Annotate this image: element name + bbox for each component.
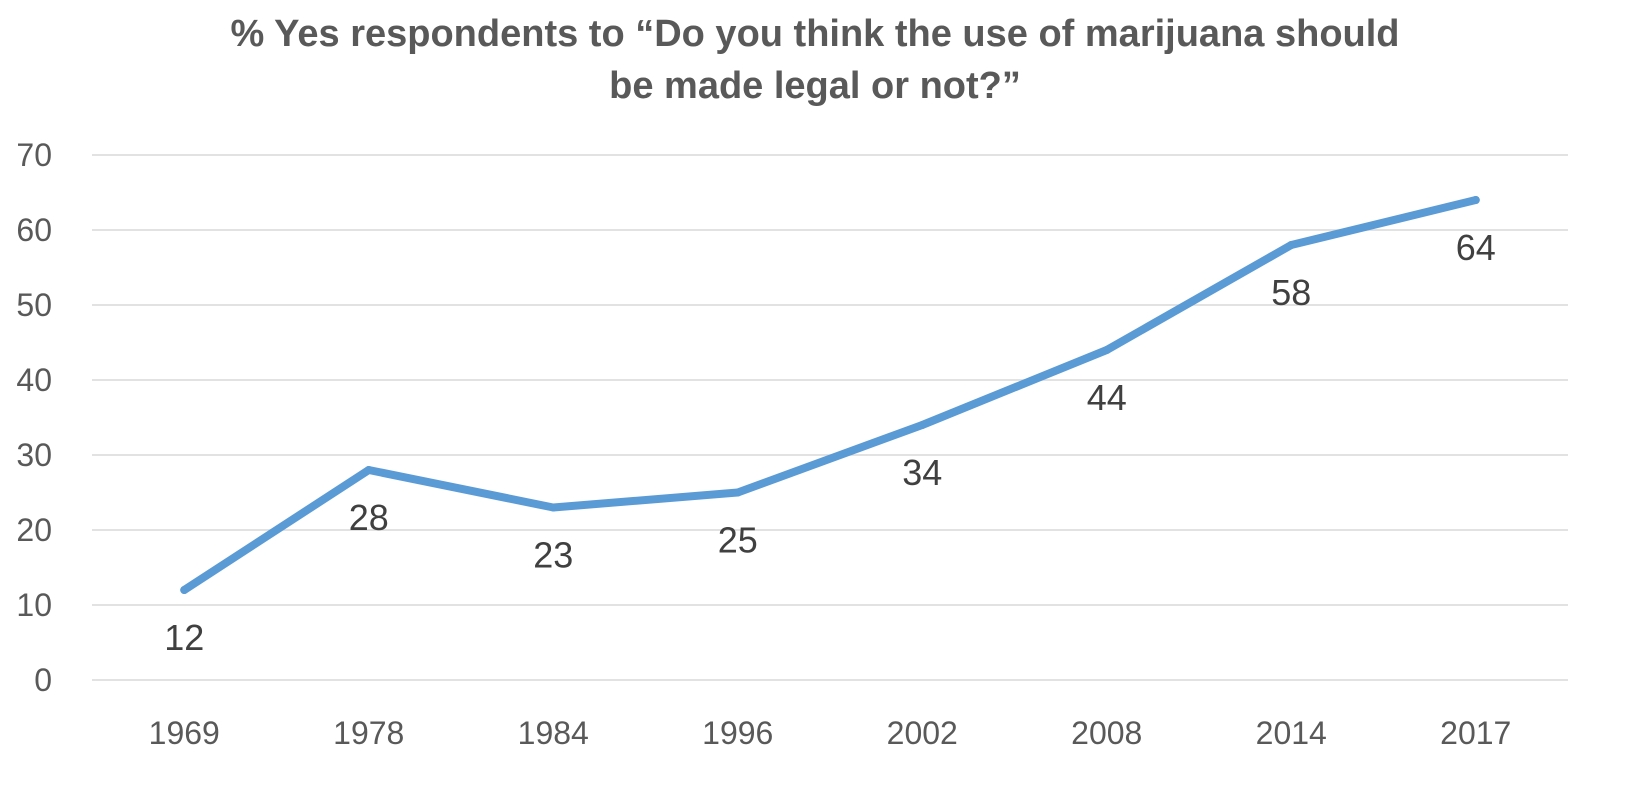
data-label: 58	[1271, 272, 1311, 313]
chart-title-line-2: be made legal or not?”	[609, 65, 1021, 107]
x-tick-label: 1996	[702, 715, 773, 751]
y-tick-label: 40	[16, 362, 52, 398]
data-point	[1102, 346, 1111, 354]
data-point	[549, 503, 558, 512]
data-label: 25	[718, 520, 758, 561]
data-label: 23	[533, 535, 573, 576]
data-point	[364, 466, 373, 474]
x-tick-label: 1969	[149, 715, 220, 751]
data-point	[733, 488, 742, 497]
y-tick-label: 20	[16, 512, 52, 548]
data-point	[918, 421, 927, 429]
y-axis-tick-labels: 0 10 20 30 40 50 60 70	[16, 137, 52, 698]
y-tick-label: 10	[16, 587, 52, 623]
gridlines	[92, 154, 1568, 681]
data-point	[1287, 241, 1296, 249]
chart-title: % Yes respondents to “Do you think the u…	[0, 8, 1630, 112]
data-label: 28	[349, 497, 389, 538]
chart-title-line-1: % Yes respondents to “Do you think the u…	[230, 13, 1400, 55]
series-lines	[180, 196, 1480, 594]
y-tick-label: 70	[16, 137, 52, 173]
data-labels: 12 28 23 25 34 44 58 64	[164, 227, 1496, 658]
data-label: 44	[1087, 377, 1127, 418]
x-tick-label: 1984	[518, 715, 589, 751]
data-label: 64	[1456, 227, 1496, 268]
y-tick-label: 50	[16, 287, 52, 323]
data-label: 34	[902, 452, 942, 493]
data-point	[1471, 196, 1480, 204]
y-tick-label: 0	[34, 662, 52, 698]
x-tick-label: 2014	[1256, 715, 1327, 751]
x-tick-label: 1978	[333, 715, 404, 751]
series-line	[180, 196, 1480, 594]
y-tick-label: 60	[16, 212, 52, 248]
x-tick-label: 2017	[1440, 715, 1511, 751]
y-tick-label: 30	[16, 437, 52, 473]
data-label: 12	[164, 617, 204, 658]
x-axis-tick-labels: 1969 1978 1984 1996 2002 2008 2014 2017	[149, 715, 1512, 751]
data-point	[180, 586, 189, 594]
x-tick-label: 2002	[887, 715, 958, 751]
x-tick-label: 2008	[1071, 715, 1142, 751]
